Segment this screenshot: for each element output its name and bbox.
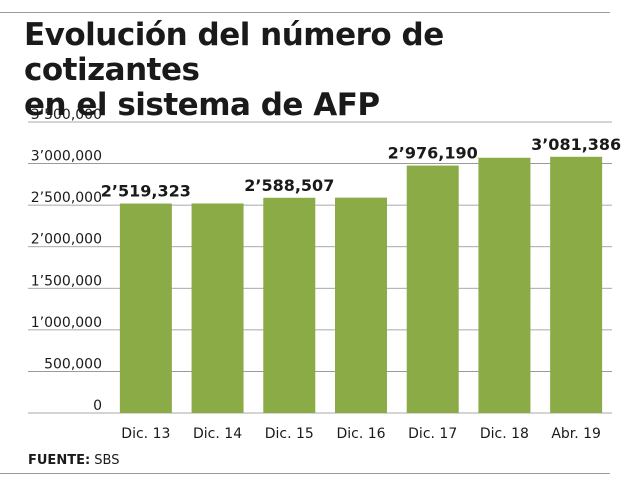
x-tick-label: Dic. 15 [265, 426, 314, 442]
data-label: 2’588,507 [244, 176, 334, 195]
x-tick-label: Dic. 16 [336, 426, 385, 442]
chart-title: Evolución del número de cotizantes en el… [24, 18, 614, 123]
y-tick-label: 2’000,000 [31, 232, 102, 248]
x-tick-label: Dic. 13 [121, 426, 170, 442]
bar [263, 197, 316, 413]
x-tick-label: Abr. 19 [551, 426, 601, 442]
title-line-1: Evolución del número de cotizantes [24, 17, 444, 88]
bar [119, 203, 172, 413]
data-label: 2’976,190 [388, 144, 478, 163]
y-tick-label: 1’500,000 [31, 273, 102, 289]
y-tick-label: 1’000,000 [31, 315, 102, 331]
bar [478, 157, 531, 413]
data-label: 2’519,323 [101, 182, 191, 201]
bar [406, 165, 459, 413]
y-tick-label: 3’500,000 [31, 107, 102, 123]
y-tick-label: 2’500,000 [31, 190, 102, 206]
y-tick-label: 0 [93, 398, 102, 414]
x-tick-label: Dic. 14 [193, 426, 242, 442]
bar [191, 203, 244, 413]
bar [550, 156, 603, 414]
bar [335, 197, 387, 413]
source-note: FUENTE: SBS [28, 453, 120, 468]
top-rule [0, 12, 610, 13]
y-tick-label: 3’000,000 [31, 149, 102, 165]
title-line-2: en el sistema de AFP [24, 87, 380, 123]
x-tick-label: Dic. 18 [480, 426, 529, 442]
y-tick-label: 500,000 [44, 356, 102, 372]
source-label: FUENTE: [28, 453, 91, 468]
data-label: 3’081,386 [531, 135, 621, 154]
x-tick-label: Dic. 17 [408, 426, 457, 442]
bottom-rule [0, 473, 610, 474]
source-value: SBS [94, 453, 120, 468]
